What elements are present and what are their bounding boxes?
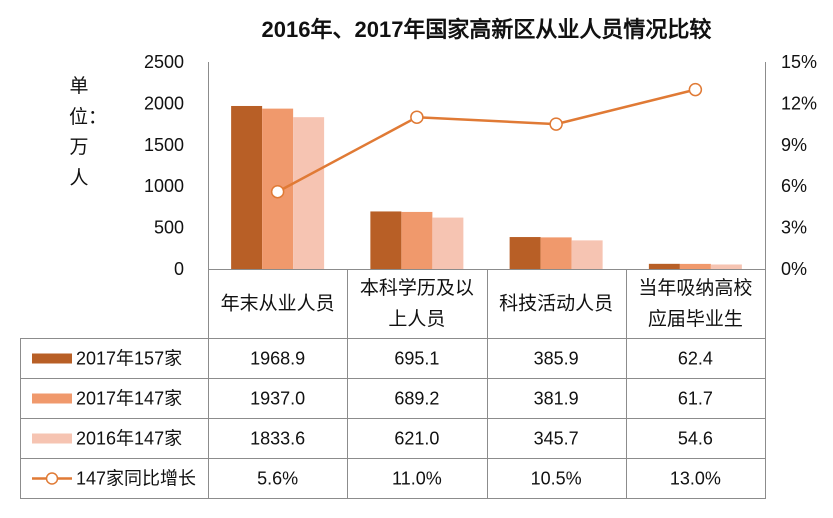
y-tick-label: 1000 (144, 176, 184, 196)
growth-marker-c1 (410, 110, 424, 124)
labels: 0 500 1000 1500 2000 2500 0% 3% 6% 9% 12% 15% 年末从业人员… (144, 52, 817, 330)
chart-title: 2016年、2017年国家高新区从业人员情况比较 (261, 17, 712, 42)
table-value: 62.4 (678, 349, 713, 369)
table-value: 54.6 (678, 429, 713, 449)
table-value: 61.7 (678, 389, 713, 409)
table-value: 1937.0 (250, 389, 305, 409)
bar-s2-c3 (710, 264, 742, 269)
legend-key-bar (32, 393, 72, 404)
bar-s2-c1 (432, 217, 464, 269)
series-name: 147家同比增长 (76, 469, 196, 489)
legend-key-bar (32, 353, 72, 364)
category-label: 年末从业人员 (221, 292, 335, 314)
table-value: 385.9 (534, 349, 579, 369)
bar-s2-c2 (571, 240, 603, 269)
category-label: 当年吸纳高校应届毕业生 (638, 277, 752, 330)
bar-s1-c2 (540, 237, 572, 269)
table-value: 381.9 (534, 389, 579, 409)
y2-tick-label: 3% (781, 218, 807, 238)
bar-s0-c0 (231, 105, 263, 269)
series-name: 2017年147家 (76, 389, 182, 409)
table-value: 1968.9 (250, 349, 305, 369)
table-value: 5.6% (257, 469, 298, 489)
table-value: 689.2 (394, 389, 439, 409)
y-tick-label: 2500 (144, 52, 184, 72)
category-label: 科技活动人员 (499, 292, 613, 314)
data-table: 2017年157家 1968.9 695.1 385.9 62.4 2017年147家 19… (32, 349, 721, 489)
y-tick-label: 0 (174, 259, 184, 279)
series-name: 2016年147家 (76, 429, 182, 449)
table-grid (20, 62, 766, 499)
category-label: 本科学历及以上人员 (360, 277, 474, 330)
table-value: 345.7 (534, 429, 579, 449)
bar-s0-c2 (509, 237, 541, 269)
growth-marker-c0 (270, 184, 285, 199)
bar-s0-c1 (370, 211, 402, 269)
y2-tick-label: 9% (781, 135, 807, 155)
legend-key-bar (32, 433, 72, 444)
bars (231, 105, 742, 270)
y-tick-label: 500 (154, 218, 184, 238)
growth-line (277, 88, 696, 193)
bar-s1-c3 (679, 263, 711, 269)
table-value: 621.0 (394, 429, 439, 449)
table-value: 10.5% (531, 469, 582, 489)
growth-marker-c2 (549, 117, 563, 131)
y-tick-label: 2000 (144, 93, 184, 113)
y2-tick-label: 12% (781, 93, 817, 113)
table-value: 13.0% (670, 469, 721, 489)
y2-tick-label: 0% (781, 259, 807, 279)
bar-s2-c0 (293, 117, 325, 269)
series-name: 2017年157家 (76, 349, 182, 369)
legend-key-marker (45, 472, 59, 485)
growth-marker-c3 (688, 82, 703, 97)
y-axis-label: 单位：万人 (69, 76, 108, 189)
table-value: 1833.6 (250, 429, 305, 449)
table-value: 11.0% (392, 469, 442, 489)
bar-s0-c3 (648, 263, 680, 269)
table-value: 695.1 (394, 349, 439, 369)
y2-tick-label: 6% (781, 176, 807, 196)
y-tick-label: 1500 (144, 135, 184, 155)
growth-line-series (270, 82, 703, 199)
y2-tick-label: 15% (781, 52, 817, 72)
bar-s1-c1 (401, 211, 433, 269)
